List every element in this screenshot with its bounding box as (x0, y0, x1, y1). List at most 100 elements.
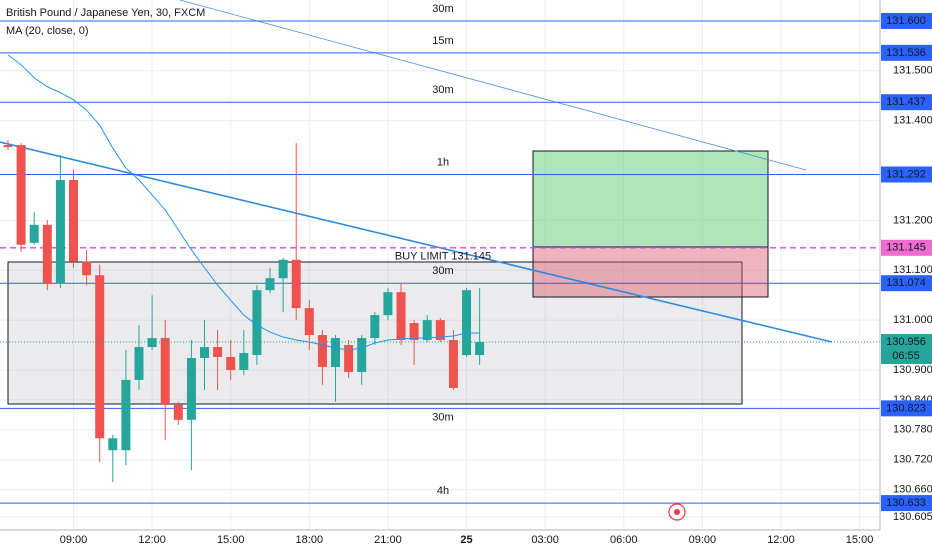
candle-body (448, 340, 458, 388)
candle-body (291, 259, 301, 309)
x-tick-label: 21:00 (374, 534, 402, 546)
last-price-box (881, 334, 932, 365)
candle-body (82, 261, 92, 276)
y-tick-label: 131.200 (893, 214, 932, 226)
x-tick-label: 09:00 (60, 534, 88, 546)
price-label-box (881, 400, 932, 417)
price-label: 131.074 (886, 277, 926, 289)
candle-body (173, 404, 183, 420)
price-label-box (881, 166, 932, 183)
x-tick-label: 12:00 (138, 534, 166, 546)
candle-body (252, 290, 262, 355)
candle-body (42, 224, 52, 284)
x-tick-label: 12:00 (767, 534, 795, 546)
candle-body (370, 315, 380, 339)
candle-body (16, 145, 26, 245)
x-tick-label: 15:00 (217, 534, 245, 546)
price-label-box (881, 275, 932, 292)
indicator-legend[interactable]: MA (20, close, 0) (6, 25, 89, 37)
candle-body (95, 275, 105, 439)
grid (0, 0, 880, 530)
price-axis-bg (880, 0, 932, 550)
candle-body (357, 338, 367, 372)
y-tick-label: 130.780 (893, 424, 932, 436)
y-tick-label: 130.900 (893, 364, 932, 376)
price-label: 131.292 (886, 168, 926, 180)
x-tick-label: 06:00 (610, 534, 638, 546)
candle-body (265, 278, 275, 291)
x-tick-label: 25 (460, 534, 472, 546)
price-label: 131.600 (886, 15, 926, 27)
level-tag: 30m (432, 265, 453, 277)
y-tick-label: 131.100 (893, 264, 932, 276)
candle-body (147, 338, 157, 348)
candle-body (239, 353, 249, 370)
level-tag: 30m (432, 411, 453, 423)
candle-body (213, 347, 223, 357)
level-tag: 1h (437, 156, 449, 168)
candle-body (200, 347, 210, 358)
level-tag: 30m (432, 84, 453, 96)
buy-limit-text: BUY LIMIT 131.145 (395, 251, 491, 263)
candle-body (396, 292, 406, 341)
candle-body (55, 179, 65, 284)
candle-body (186, 357, 196, 420)
x-tick-label: 18:00 (296, 534, 324, 546)
time-axis-bg (0, 530, 932, 550)
candle-body (160, 338, 170, 405)
y-tick-label: 131.500 (893, 65, 932, 77)
candle-body (422, 320, 432, 341)
levels: 30m 15m 30m 1h 30m 30m 4h BUY LIMIT 131.145 (0, 3, 880, 504)
countdown: 06:55 (892, 350, 920, 362)
candle-body (68, 179, 78, 262)
candle-body (108, 438, 118, 451)
price-label: 130.823 (886, 402, 926, 414)
ma-line (7, 54, 480, 351)
buy-limit-box (881, 239, 932, 256)
candle-body (134, 347, 144, 380)
price-label-box (881, 12, 932, 29)
y-tick-label: 130.605 (893, 511, 932, 523)
stop-zone[interactable] (532, 246, 769, 298)
trend-line[interactable] (0, 141, 833, 343)
candle-body (344, 345, 354, 372)
plot (0, 54, 880, 483)
price-label-box (881, 44, 932, 61)
price-label: 131.536 (886, 47, 926, 59)
candle-body (304, 308, 314, 336)
last-price-label: 130.956 (886, 336, 926, 348)
candle-body (435, 320, 445, 341)
y-tick-label: 131.000 (893, 314, 932, 326)
y-tick-label: 130.660 (893, 484, 932, 496)
candle-body (409, 323, 419, 341)
price-label: 130.633 (886, 497, 926, 509)
candle-body (317, 335, 327, 367)
profit-zone[interactable] (532, 150, 769, 248)
candle-body (475, 342, 485, 355)
candle-body (3, 145, 13, 148)
candle-body (278, 259, 288, 279)
x-tick-label: 03:00 (531, 534, 559, 546)
chart-title: British Pound / Japanese Yen, 30, FXCM (6, 7, 205, 19)
level-tag: 4h (437, 485, 449, 497)
axes: 131.500 131.400 131.200 131.100 131.000 130.9… (60, 12, 932, 546)
candle-body (462, 290, 472, 355)
price-label-box (881, 94, 932, 111)
trend-line-thin[interactable] (179, 0, 807, 171)
level-tag: 30m (432, 3, 453, 15)
level-tag: 15m (432, 35, 453, 47)
price-label: 131.437 (886, 96, 926, 108)
candle-body (29, 224, 39, 243)
y-tick-label: 131.400 (893, 115, 932, 127)
y-tick-label: 130.720 (893, 454, 932, 466)
candle-body (121, 379, 131, 451)
candle-body (383, 292, 393, 316)
candle-body (331, 338, 341, 367)
price-label-box (881, 495, 932, 512)
x-tick-label: 15:00 (846, 534, 874, 546)
candle-body (226, 356, 236, 370)
x-tick-label: 09:00 (689, 534, 717, 546)
buy-limit-label: 131.145 (886, 242, 926, 254)
